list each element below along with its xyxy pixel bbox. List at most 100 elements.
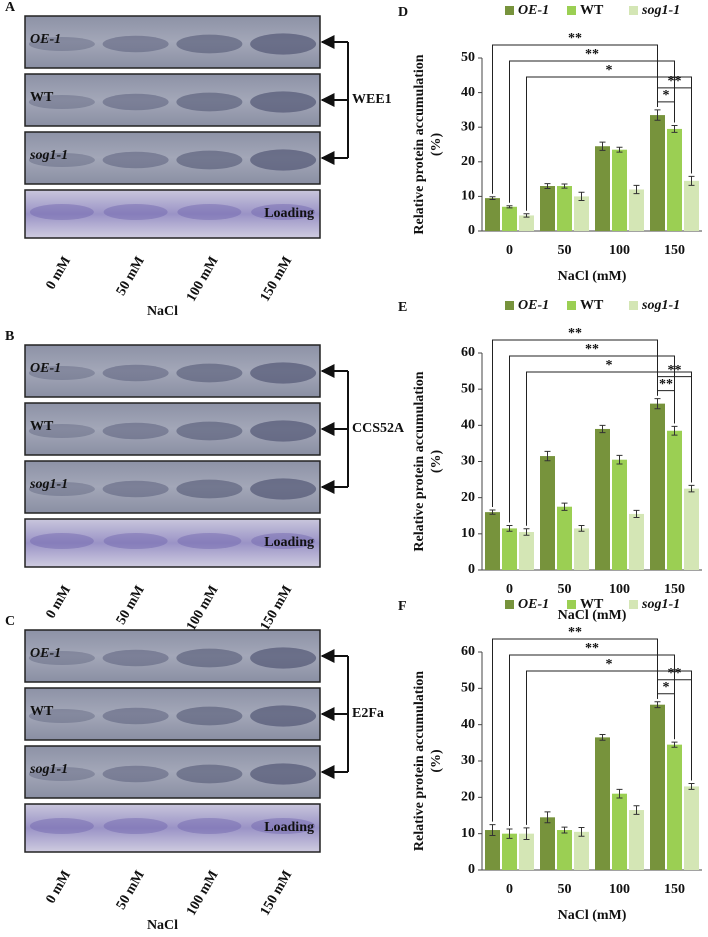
x-tick-label: 0 xyxy=(506,243,513,258)
y-tick-label: 50 xyxy=(461,381,475,396)
bar xyxy=(519,215,534,231)
bar xyxy=(557,830,572,870)
bar xyxy=(684,180,699,231)
lane-label: 150 mM xyxy=(258,254,296,304)
significance-bracket xyxy=(657,101,675,123)
row-label: sog1-1 xyxy=(29,148,68,163)
x-tick-label: 50 xyxy=(558,243,572,258)
significance-label: * xyxy=(663,88,670,103)
x-tick-label: 50 xyxy=(558,882,572,897)
significance-label: ** xyxy=(668,666,682,681)
protein-name: WEE1 xyxy=(352,92,392,107)
y-tick-label: 60 xyxy=(461,644,475,659)
significance-bracket xyxy=(509,654,675,826)
blot-band xyxy=(176,421,243,441)
significance-label: ** xyxy=(568,326,582,341)
y-tick-label: 40 xyxy=(461,717,475,732)
error-bar xyxy=(489,509,496,515)
loading-label: Loading xyxy=(264,820,314,835)
y-tick-label: 0 xyxy=(468,562,475,577)
legend-swatch xyxy=(629,6,638,15)
blot-band xyxy=(250,149,317,171)
error-bar xyxy=(599,733,606,741)
legend-label: sog1-1 xyxy=(641,3,680,18)
error-bar xyxy=(489,196,496,201)
significance-bracket xyxy=(657,376,692,483)
row-label: WT xyxy=(30,419,54,434)
blot-band xyxy=(28,95,95,109)
error-bar xyxy=(654,701,661,709)
legend-label: WT xyxy=(580,298,604,313)
bar xyxy=(612,459,627,570)
row-label: WT xyxy=(30,90,54,105)
bar xyxy=(684,488,699,570)
blot-band xyxy=(102,364,169,382)
bar xyxy=(684,786,699,870)
loading-band xyxy=(251,533,316,549)
error-bar xyxy=(561,183,568,189)
error-bar xyxy=(671,425,678,436)
legend-label: WT xyxy=(580,597,604,612)
significance-bracket xyxy=(492,638,658,822)
bar xyxy=(629,513,644,570)
lane-label: 100 mM xyxy=(184,254,222,304)
bar xyxy=(557,186,572,231)
error-bar xyxy=(544,811,551,824)
error-bar xyxy=(523,213,530,218)
legend-swatch xyxy=(629,600,638,609)
error-bar xyxy=(599,424,606,434)
legend-label: sog1-1 xyxy=(641,298,680,313)
lane-label: 0 mM xyxy=(43,583,74,621)
significance-label: ** xyxy=(668,363,682,378)
bar xyxy=(485,830,500,870)
blot-band xyxy=(250,705,317,727)
y-axis-title: (%) xyxy=(429,450,444,474)
error-bar xyxy=(633,805,640,815)
row-label: sog1-1 xyxy=(29,477,68,492)
x-axis-title: NaCl (mM) xyxy=(558,608,627,623)
blot-band xyxy=(176,479,243,499)
blot-band xyxy=(176,706,243,726)
significance-bracket xyxy=(657,693,675,740)
significance-label: ** xyxy=(659,377,673,392)
bar xyxy=(667,744,682,870)
error-bar xyxy=(688,484,695,493)
protein-name: CCS52A xyxy=(352,421,405,436)
loading-label: Loading xyxy=(264,535,314,550)
blot-band xyxy=(28,366,95,380)
lane-label: 0 mM xyxy=(43,254,74,292)
blot-band xyxy=(176,92,243,112)
error-bar xyxy=(578,826,585,837)
blot-band xyxy=(102,35,169,53)
loading-band xyxy=(103,818,168,834)
error-bar xyxy=(688,175,695,186)
y-tick-label: 60 xyxy=(461,345,475,360)
y-tick-label: 50 xyxy=(461,681,475,696)
blot-band xyxy=(102,480,169,498)
significance-bracket xyxy=(657,679,692,781)
bar xyxy=(540,186,555,231)
y-tick-label: 10 xyxy=(461,826,475,841)
blot-band xyxy=(176,363,243,383)
error-bar xyxy=(578,525,585,532)
row-label: OE-1 xyxy=(30,361,61,376)
bar xyxy=(650,704,665,870)
error-bar xyxy=(654,109,661,121)
y-axis-title: (%) xyxy=(429,133,444,157)
legend-swatch xyxy=(505,600,514,609)
loading-band xyxy=(251,818,316,834)
legend-swatch xyxy=(505,6,514,15)
blot-band xyxy=(28,424,95,438)
blot-band xyxy=(28,482,95,496)
y-axis-title: (%) xyxy=(429,749,444,773)
loading-row xyxy=(24,803,321,853)
error-bar xyxy=(616,146,623,153)
blot-band xyxy=(102,93,169,111)
bar xyxy=(629,189,644,231)
y-tick-label: 10 xyxy=(461,189,475,204)
error-bar xyxy=(506,525,513,532)
error-bar xyxy=(506,828,513,839)
bar xyxy=(519,532,534,570)
blot-band xyxy=(176,34,243,54)
blot-band xyxy=(28,767,95,781)
